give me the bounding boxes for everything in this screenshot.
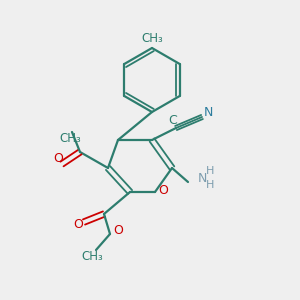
Text: O: O: [158, 184, 168, 196]
Text: CH₃: CH₃: [59, 133, 81, 146]
Text: N: N: [203, 106, 213, 118]
Text: CH₃: CH₃: [81, 250, 103, 263]
Text: CH₃: CH₃: [141, 32, 163, 44]
Text: C: C: [169, 115, 177, 128]
Text: O: O: [113, 224, 123, 238]
Text: N: N: [198, 172, 207, 184]
Text: H: H: [206, 180, 214, 190]
Text: O: O: [73, 218, 83, 230]
Text: O: O: [53, 152, 63, 164]
Text: H: H: [206, 166, 214, 176]
